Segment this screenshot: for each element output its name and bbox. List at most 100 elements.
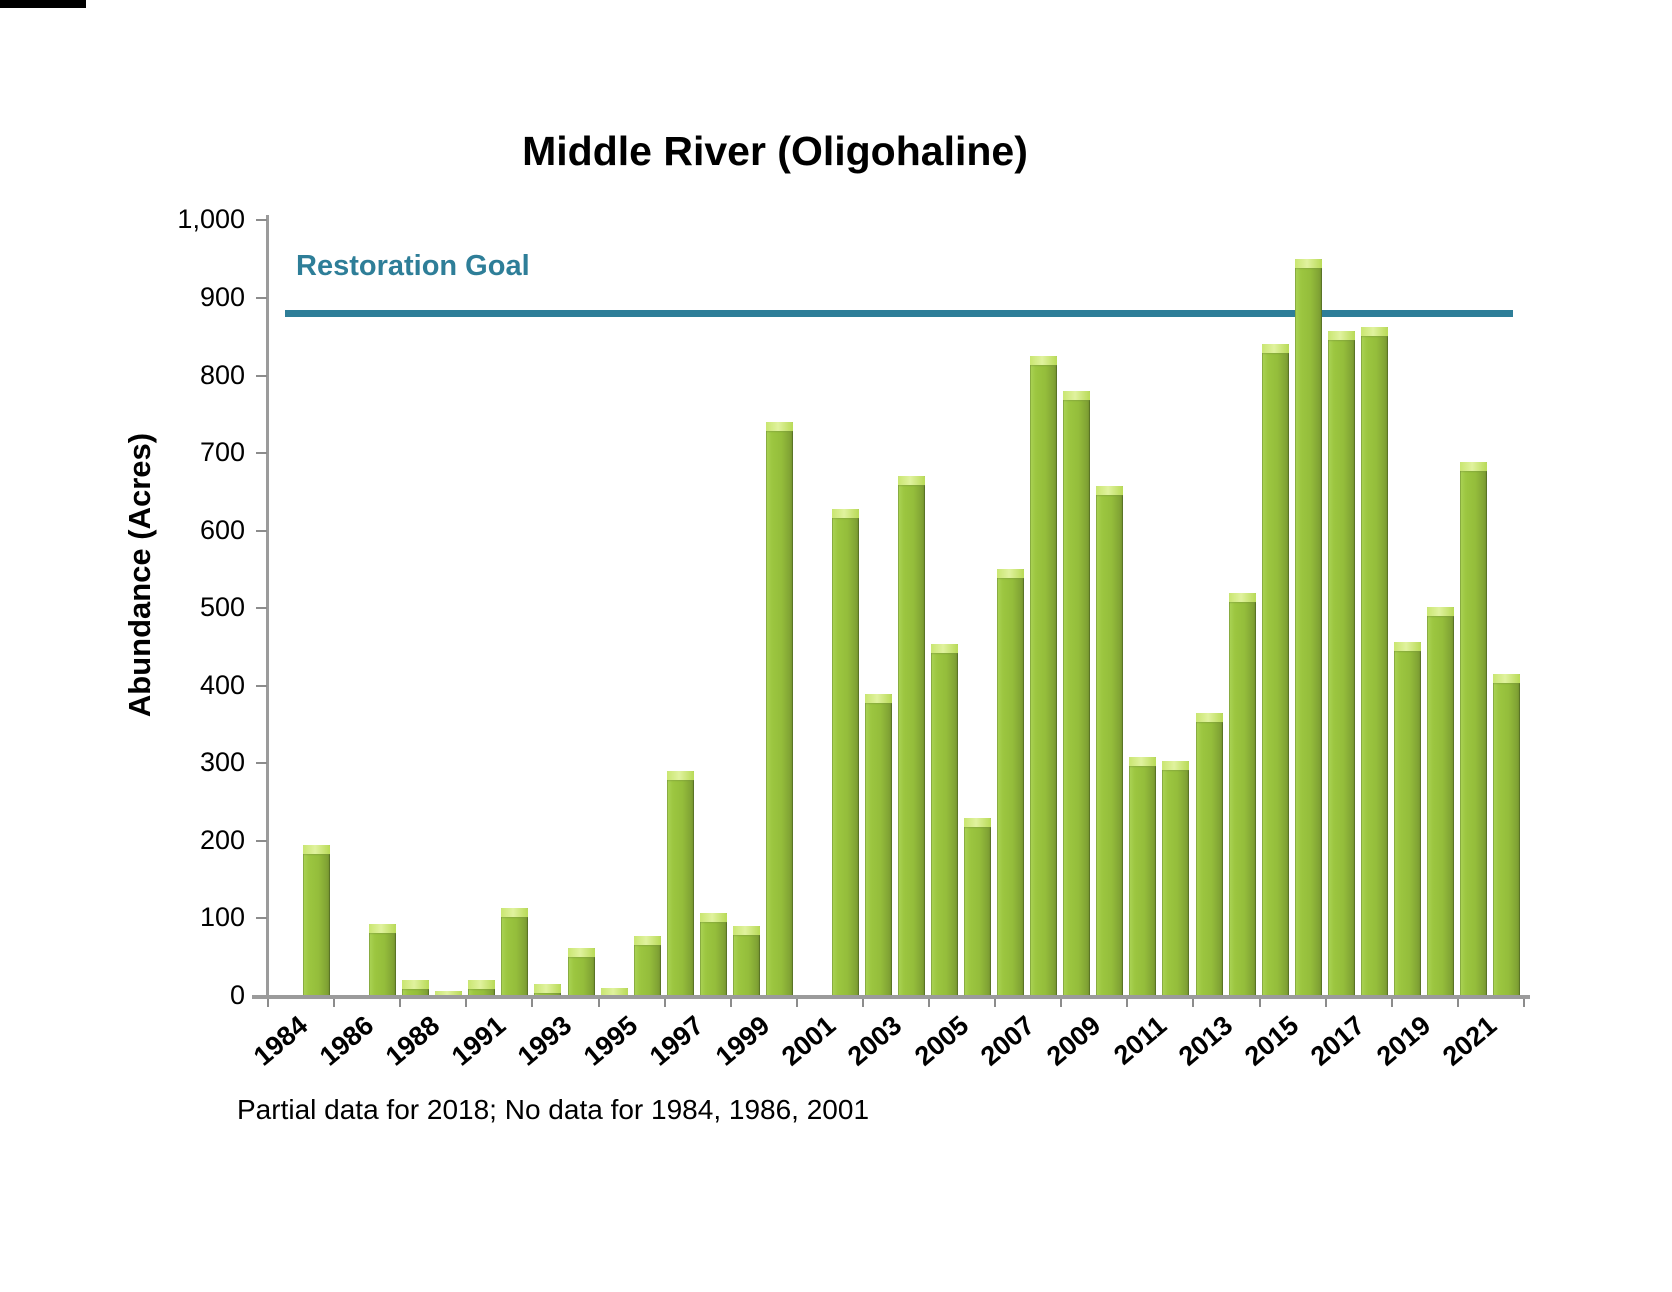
bar-2016 bbox=[1294, 259, 1322, 996]
y-axis-tick-label: 100 bbox=[199, 902, 245, 933]
bar-body-2008 bbox=[1030, 356, 1058, 996]
bar-body-1987 bbox=[369, 923, 397, 996]
chart-title: Middle River (Oligohaline) bbox=[522, 128, 1028, 174]
bar-body-2002 bbox=[831, 508, 859, 996]
x-axis-tick bbox=[994, 999, 997, 1007]
bar-top-bevel-2021 bbox=[1459, 462, 1487, 472]
y-axis-tick bbox=[256, 684, 267, 687]
bar-top-bevel-2003 bbox=[864, 693, 892, 703]
bar-top-bevel-2013 bbox=[1195, 712, 1223, 722]
bar-1994 bbox=[567, 947, 595, 996]
bar-top-bevel-2014 bbox=[1228, 592, 1256, 602]
bar-body-2013 bbox=[1195, 712, 1223, 996]
bar-top-bevel-1993 bbox=[534, 983, 562, 993]
screen-edge-artifact bbox=[0, 0, 86, 8]
x-axis-tick bbox=[1060, 999, 1063, 1007]
y-axis-tick-label: 700 bbox=[199, 437, 245, 468]
x-axis-tick bbox=[1390, 999, 1393, 1007]
y-axis-tick bbox=[256, 296, 267, 299]
y-axis-tick bbox=[256, 762, 267, 765]
bar-body-2019 bbox=[1393, 641, 1421, 996]
bar-top-bevel-2022 bbox=[1492, 674, 1520, 684]
x-axis-label-1997: 1997 bbox=[644, 1010, 710, 1072]
bar-top-bevel-1996 bbox=[633, 936, 661, 946]
x-axis-label-2003: 2003 bbox=[842, 1010, 908, 1072]
bar-top-bevel-2019 bbox=[1393, 641, 1421, 651]
x-axis-label-2011: 2011 bbox=[1108, 1010, 1173, 1071]
bar-2008 bbox=[1030, 356, 1058, 996]
bar-body-2021 bbox=[1459, 462, 1487, 996]
bar-top-bevel-2006 bbox=[964, 818, 992, 828]
y-axis-tick bbox=[256, 917, 267, 920]
x-axis-label-2021: 2021 bbox=[1437, 1010, 1503, 1072]
x-axis-label-2017: 2017 bbox=[1305, 1010, 1371, 1072]
x-axis-tick bbox=[1523, 999, 1525, 1007]
bar-top-bevel-2017 bbox=[1327, 331, 1355, 341]
bar-top-bevel-2008 bbox=[1030, 356, 1058, 366]
bar-body-2005 bbox=[931, 643, 959, 996]
bar-top-bevel-1997 bbox=[666, 771, 694, 781]
bar-body-1996 bbox=[633, 936, 661, 996]
x-axis-label-1991: 1991 bbox=[445, 1010, 512, 1072]
bar-body-2006 bbox=[964, 818, 992, 996]
bar-top-bevel-2015 bbox=[1261, 344, 1289, 354]
bar-2013 bbox=[1195, 712, 1223, 996]
x-axis-label-2013: 2013 bbox=[1172, 1010, 1239, 1072]
bar-body-2015 bbox=[1261, 344, 1289, 996]
bar-2017 bbox=[1327, 331, 1355, 996]
bar-body-1985 bbox=[303, 844, 331, 996]
bar-2012 bbox=[1162, 760, 1190, 996]
bar-top-bevel-2020 bbox=[1426, 606, 1454, 616]
y-axis-tick-label: 900 bbox=[199, 281, 245, 312]
bar-2015 bbox=[1261, 344, 1289, 996]
bar-top-bevel-2002 bbox=[831, 508, 859, 518]
bar-body-2007 bbox=[997, 569, 1025, 996]
x-axis-tick bbox=[399, 999, 402, 1007]
bar-top-bevel-2009 bbox=[1063, 391, 1091, 401]
bar-top-bevel-2004 bbox=[898, 476, 926, 486]
y-axis-tick-label: 300 bbox=[199, 747, 245, 778]
bar-1997 bbox=[666, 771, 694, 996]
bar-2004 bbox=[898, 476, 926, 996]
bar-body-2003 bbox=[864, 693, 892, 996]
bar-1987 bbox=[369, 923, 397, 996]
bar-2010 bbox=[1096, 486, 1124, 996]
bar-top-bevel-1988 bbox=[402, 980, 430, 990]
x-axis-tick bbox=[729, 999, 732, 1007]
bar-top-bevel-1994 bbox=[567, 947, 595, 957]
y-axis-tick-label: 0 bbox=[229, 980, 245, 1010]
bar-body-1998 bbox=[699, 913, 727, 996]
bar-1991 bbox=[468, 979, 496, 996]
bar-1995 bbox=[600, 988, 628, 996]
y-axis-tick bbox=[256, 219, 267, 222]
bar-top-bevel-1987 bbox=[369, 923, 397, 933]
bar-body-2014 bbox=[1228, 592, 1256, 996]
bar-top-bevel-2018 bbox=[1360, 326, 1388, 336]
bar-2005 bbox=[931, 643, 959, 996]
bar-body-2016 bbox=[1294, 259, 1322, 996]
x-axis-tick bbox=[1324, 999, 1327, 1007]
bar-top-bevel-2011 bbox=[1129, 757, 1157, 767]
bar-1985 bbox=[303, 844, 331, 996]
y-axis-tick-label: 400 bbox=[199, 669, 245, 700]
y-axis-tick-label: 500 bbox=[199, 592, 245, 623]
x-axis-label-1995: 1995 bbox=[578, 1010, 644, 1072]
x-axis-tick bbox=[267, 999, 269, 1007]
y-axis-tick bbox=[256, 452, 267, 455]
bar-body-2010 bbox=[1096, 486, 1124, 996]
y-axis-tick bbox=[256, 374, 267, 377]
bar-2020 bbox=[1426, 606, 1454, 996]
bar-1998 bbox=[699, 913, 727, 996]
bar-body-2000 bbox=[765, 422, 793, 996]
bar-body-2020 bbox=[1426, 606, 1454, 996]
bar-top-bevel-1985 bbox=[303, 844, 331, 854]
bar-body-2011 bbox=[1129, 757, 1157, 996]
y-axis-tick-label: 600 bbox=[199, 514, 245, 545]
x-axis-label-2007: 2007 bbox=[974, 1010, 1040, 1072]
bar-2007 bbox=[997, 569, 1025, 996]
footnote: Partial data for 2018; No data for 1984,… bbox=[237, 1094, 870, 1125]
restoration-goal-label: Restoration Goal bbox=[296, 250, 530, 282]
bar-top-bevel-1999 bbox=[732, 926, 760, 936]
bar-body-2009 bbox=[1063, 391, 1091, 996]
bar-top-bevel-2016 bbox=[1294, 259, 1322, 269]
